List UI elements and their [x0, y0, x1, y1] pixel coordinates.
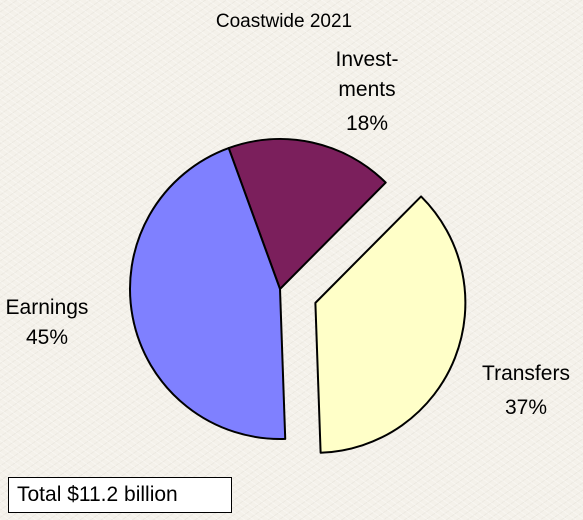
slice-percent-transfers: 37% [505, 396, 547, 419]
slice-labels: Invest-ments 18% Transfers 37% Earnings 45% [6, 48, 570, 419]
slice-label-investments: Invest- [335, 48, 398, 71]
pie-slice-earnings [129, 147, 287, 440]
total-annotation: Total $11.2 billion [8, 477, 232, 513]
chart-title: Coastwide 2021 [216, 11, 352, 32]
slice-percent-earnings: 45% [26, 326, 68, 349]
slice-label-transfers: Transfers [482, 362, 570, 385]
pie-chart: Coastwide 2021 Invest-ments 18% Transfers 3… [6, 11, 570, 454]
pie-slice-investments [227, 138, 387, 290]
pie-slices [129, 138, 467, 454]
slice-label-earnings: Earnings [6, 296, 89, 319]
slice-label-investments: ments [338, 78, 395, 101]
pie-slice-transfers [314, 195, 467, 454]
slice-percent-investments: 18% [346, 112, 388, 135]
